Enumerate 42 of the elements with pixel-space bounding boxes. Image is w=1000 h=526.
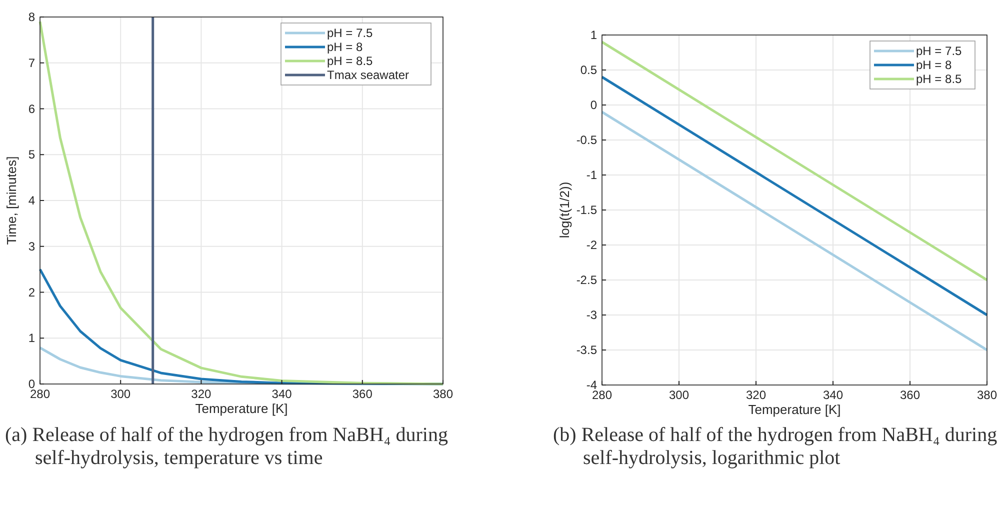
y-tick-label: -1.5 [576,203,598,217]
y-tick-label: 3 [28,239,36,254]
line-series [38,20,444,386]
legend-label: pH = 8 [327,40,364,54]
x-tick-label: 340 [822,388,844,402]
x-tick-label: 300 [110,387,131,401]
x-tick-label: 300 [668,388,690,402]
y-tick-label: 1 [28,331,36,346]
x-tick-label: 320 [191,387,212,401]
legend-label: pH = 7.5 [327,26,374,40]
text: (a) Release of half of the hydrogen from NaBH₄ during self-hydrolysis, temperature vs time [5,424,448,469]
y-tick-label: -2 [586,238,598,252]
y-tick-label: -1 [586,168,598,182]
y-tick-label: -2.5 [576,273,598,287]
y-axis-title: Time, [minutes] [4,156,19,245]
y-tick-label: 2 [28,285,36,300]
legend-label: pH = 7.5 [916,44,962,58]
y-axis-title: log(t(1/2)) [557,182,572,238]
x-tick-label: 340 [272,387,292,401]
y-tick-label: 0.5 [580,63,598,77]
legend-label: pH = 8.5 [916,72,962,86]
y-tick-label: -3.5 [576,343,598,357]
x-axis-title: Temperature [K] [748,402,841,417]
legend-label: pH = 8 [916,58,952,72]
y-tick-label: 4 [28,194,36,208]
y-tick-label: 8 [28,10,36,24]
y-tick-label: -3 [586,308,598,322]
x-tick-label: 380 [976,388,998,402]
y-tick-label: 5 [28,148,36,162]
legend-label: pH = 8.5 [327,54,374,68]
y-tick-label: -0.5 [576,133,598,147]
legend-label: Tmax seawater [327,68,410,82]
y-tick-label: 7 [28,56,36,70]
x-tick-label: 380 [432,387,454,401]
x-tick-label: 360 [900,388,920,402]
x-tick-label: 360 [352,387,373,401]
y-tick-label: 0 [590,98,598,112]
y-tick-label: 6 [28,102,36,116]
x-axis-title: Temperature [K] [195,401,288,416]
text: (b) Release of half of the hydrogen from NaBH₄ during self-hydrolysis, logarithmic plot [553,424,998,469]
x-tick-label: 320 [746,388,766,402]
y-tick-label: 1 [590,28,598,42]
